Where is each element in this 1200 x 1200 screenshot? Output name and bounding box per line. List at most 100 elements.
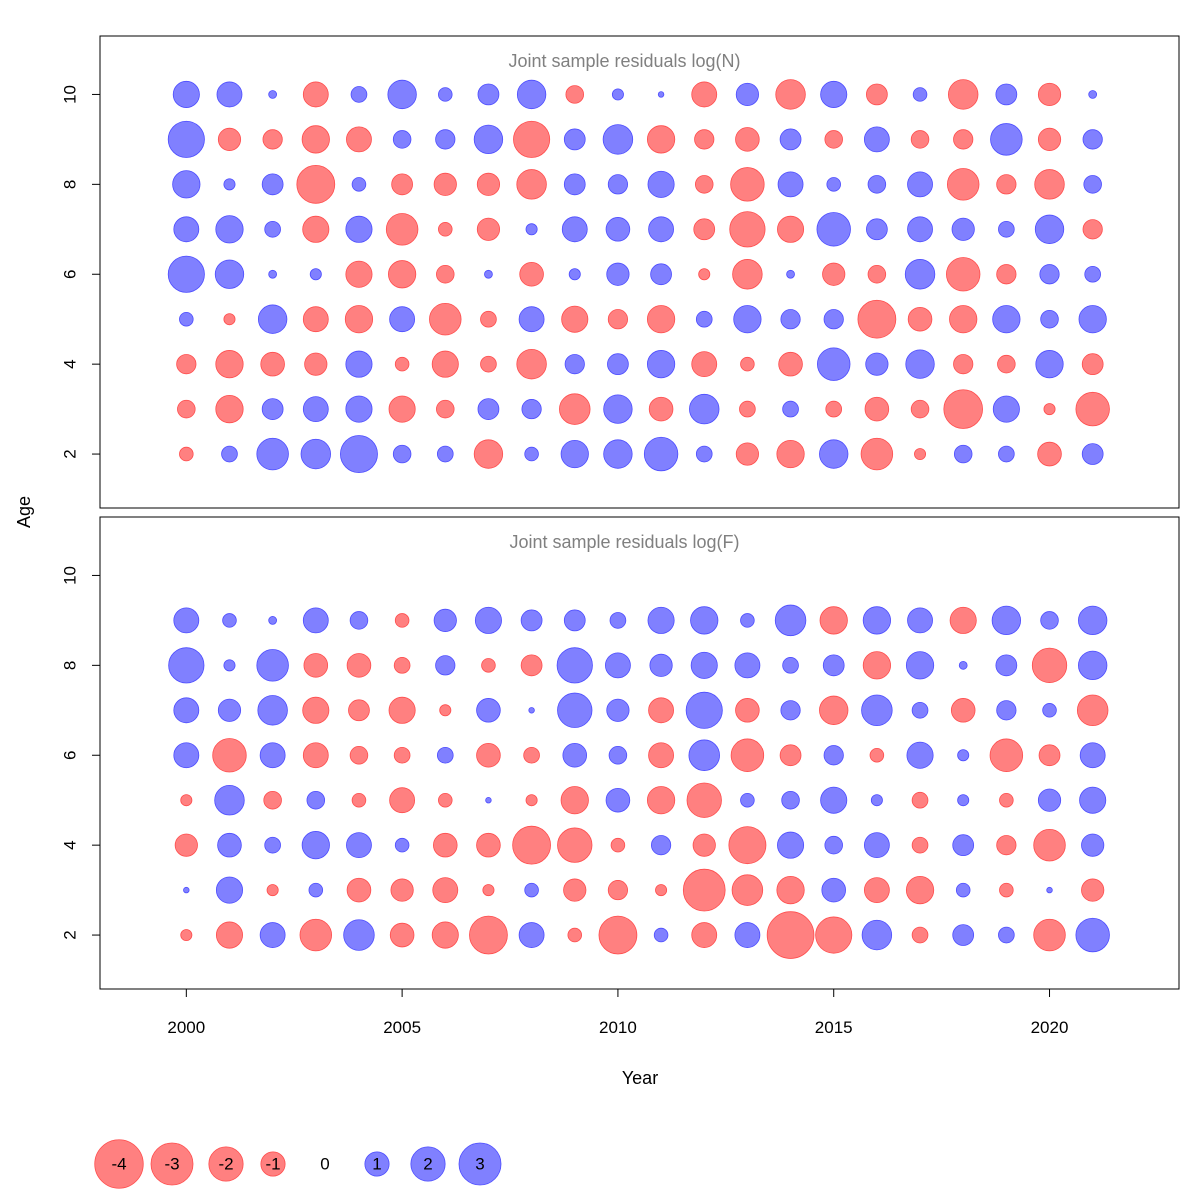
bubble-positive-age4-2011	[650, 835, 672, 856]
bubble-positive-age2-2011	[653, 927, 669, 943]
bubble-negative-age8-2007	[476, 172, 501, 196]
bubble-positive-age7-2008	[528, 707, 535, 714]
bubble-negative-age5-2018	[949, 305, 978, 334]
bubble-negative-age8-2005	[393, 657, 411, 674]
bubble-positive-age3-2001	[215, 876, 243, 904]
legend-bubble	[94, 1139, 144, 1189]
bubble-positive-age9-2006	[435, 129, 456, 150]
bubble-negative-age3-2011	[648, 396, 674, 422]
bubble-positive-age5-2015	[823, 309, 844, 330]
bubble-positive-age10-2010	[611, 88, 624, 101]
x-tick-label: 2010	[599, 1018, 637, 1037]
bubble-negative-age2-2015	[815, 916, 853, 954]
bubble-negative-age8-2013	[730, 167, 765, 202]
bubble-negative-age3-2013	[739, 400, 756, 418]
bubble-negative-age9-2012	[694, 129, 715, 150]
bubble-negative-age5-2007	[480, 310, 497, 328]
bubble-positive-age9-2005	[392, 130, 412, 149]
bubble-positive-age3-2014	[782, 400, 799, 418]
bubble-negative-age3-2009	[563, 878, 587, 902]
bubble-negative-age6-2001	[212, 738, 247, 773]
bubble-positive-age2-2001	[221, 445, 238, 463]
bubble-negative-age5-2017	[907, 306, 933, 332]
y-tick-label: 10	[61, 85, 80, 104]
bubble-positive-age5-2018	[957, 794, 970, 807]
bubble-positive-age8-2009	[556, 647, 593, 684]
bubble-negative-age8-2003	[296, 164, 336, 204]
bubble-negative-age7-2021	[1082, 219, 1103, 240]
bubble-positive-age4-2021	[1081, 833, 1105, 857]
y-tick-label: 8	[61, 661, 80, 670]
bubble-positive-age8-2016	[867, 175, 887, 194]
bubble-positive-age10-2013	[735, 82, 759, 107]
bubble-positive-age5-2019	[992, 305, 1021, 334]
legend-bubble	[150, 1142, 194, 1186]
bubble-positive-age9-2019	[990, 123, 1023, 156]
bubble-negative-age7-2015	[819, 695, 849, 725]
bubble-negative-age3-2017	[905, 876, 935, 905]
bubble-positive-age6-2007	[484, 269, 493, 279]
bubble-positive-age6-2015	[823, 745, 844, 766]
bubble-negative-age7-2007	[476, 217, 501, 241]
bubble-negative-age9-2015	[819, 606, 848, 635]
legend-bubble	[364, 1151, 390, 1177]
bubble-negative-age6-2018	[946, 257, 981, 292]
bubble-positive-age7-2018	[951, 217, 975, 241]
bubble-positive-age2-2002	[256, 437, 289, 471]
bubble-negative-age7-2005	[385, 213, 419, 246]
bubble-positive-age7-2010	[606, 698, 630, 722]
bubble-positive-age9-2013	[740, 613, 755, 628]
bubble-negative-age6-2020	[1038, 744, 1061, 767]
bubble-positive-age3-2003	[308, 882, 324, 898]
bubble-negative-age5-2006	[438, 792, 453, 808]
bubble-positive-age6-2002	[268, 269, 277, 279]
bubble-positive-age7-2001	[215, 215, 244, 244]
bubble-positive-age3-2020	[1046, 886, 1053, 894]
bubble-negative-age6-2012	[698, 268, 711, 281]
bubble-positive-age3-2007	[477, 398, 500, 420]
bubble-positive-age2-2013	[734, 922, 761, 948]
bubble-negative-age4-2008	[512, 825, 551, 865]
bubble-negative-age4-2010	[610, 837, 626, 853]
bubble-positive-age7-2004	[345, 215, 373, 243]
bubble-negative-age8-2008	[516, 169, 547, 200]
bubble-positive-age6-2000	[173, 742, 200, 769]
bubble-positive-age9-2009	[563, 128, 586, 151]
bubble-negative-age2-2016	[860, 437, 894, 471]
bubble-negative-age10-2020	[1037, 82, 1062, 107]
bubble-positive-age6-2017	[906, 741, 934, 769]
bubble-negative-age3-2019	[999, 882, 1014, 898]
bubble-negative-age3-2005	[390, 878, 414, 902]
bubble-positive-age7-2001	[217, 698, 242, 722]
bubble-positive-age5-2015	[820, 786, 848, 814]
bubble-negative-age9-2001	[217, 127, 242, 151]
bubble-positive-age6-2006	[436, 746, 454, 764]
bubble-negative-age4-2003	[304, 352, 328, 376]
bubble-positive-age3-2008	[521, 399, 542, 420]
bubble-positive-age6-2020	[1039, 264, 1060, 285]
bubble-negative-age5-2001	[223, 313, 236, 326]
bubble-positive-age5-2014	[781, 790, 800, 810]
bubble-negative-age10-2014	[775, 79, 806, 110]
bubble-negative-age3-2021	[1075, 391, 1110, 427]
bubble-negative-age5-2004	[344, 305, 374, 334]
bubble-negative-age3-2018	[943, 389, 983, 429]
bubble-positive-age9-2004	[349, 611, 369, 630]
bubble-negative-age2-2014	[776, 439, 805, 469]
legend-bubble	[260, 1151, 286, 1177]
bubble-negative-age3-2013	[731, 874, 764, 906]
bubble-negative-age6-2019	[989, 738, 1024, 772]
bubble-positive-age10-2015	[820, 80, 848, 108]
bubble-negative-age9-2005	[394, 613, 410, 628]
bubble-positive-age7-2020	[1034, 214, 1065, 244]
bubble-negative-age9-2018	[953, 129, 974, 150]
bubble-positive-age7-2011	[648, 216, 674, 243]
bubble-positive-age4-2015	[817, 347, 851, 381]
bubble-negative-age4-2000	[176, 354, 197, 375]
bubble-positive-age3-2000	[183, 886, 190, 894]
bubble-positive-age9-2016	[863, 126, 890, 153]
bubble-positive-age4-2011	[646, 350, 676, 379]
bubble-positive-age9-2000	[167, 120, 205, 158]
bubble-negative-age7-2004	[348, 699, 370, 722]
